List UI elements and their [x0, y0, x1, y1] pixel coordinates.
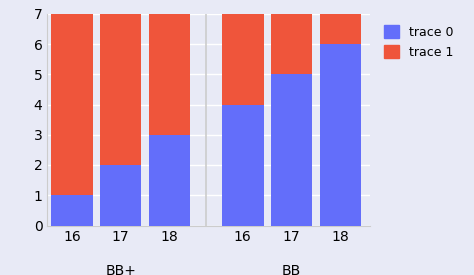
Bar — [319, 44, 361, 225]
Bar — [149, 14, 190, 135]
Bar — [319, 14, 361, 44]
Bar — [271, 74, 312, 225]
Bar — [51, 195, 92, 226]
Text: BB: BB — [282, 264, 301, 275]
Bar — [271, 14, 312, 74]
Bar — [149, 135, 190, 226]
Bar — [222, 14, 264, 104]
Text: BB+: BB+ — [105, 264, 136, 275]
Bar — [51, 14, 92, 195]
Bar — [100, 165, 141, 226]
Legend: trace 0, trace 1: trace 0, trace 1 — [379, 20, 459, 64]
Bar — [100, 14, 141, 165]
Bar — [222, 104, 264, 226]
